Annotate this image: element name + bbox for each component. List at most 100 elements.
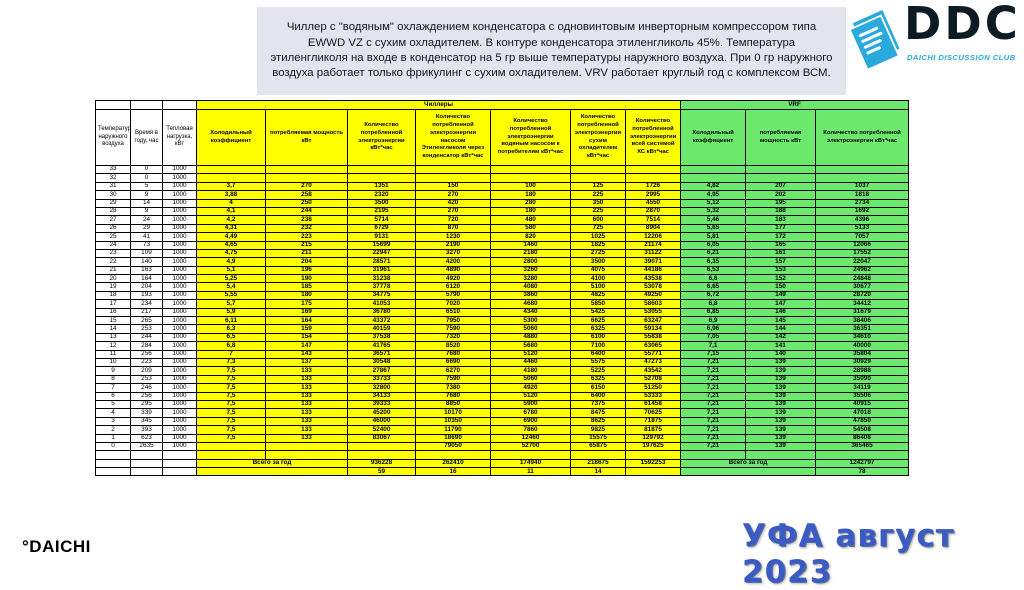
column-header: Холодильный коэффициент — [680, 109, 747, 166]
data-cell: 133 — [265, 374, 348, 385]
vrf-total-label: Всего за год — [680, 458, 817, 469]
data-cell: 109 — [130, 248, 163, 259]
table-row: 31 5 1000 3,7 270 1351 150 100 125 1726 4,82 207 103… — [95, 181, 910, 192]
data-cell: 6,35 — [680, 257, 747, 267]
data-cell: 8904 — [624, 223, 682, 234]
data-cell: 5133 — [815, 223, 910, 234]
table-row: 3 345 1000 7,5 133 46000 10350 6900 8625 71875 7,2… — [95, 416, 910, 427]
data-cell: 7680 — [415, 391, 491, 401]
data-cell: 47018 — [815, 408, 910, 418]
data-cell: 1000 — [162, 399, 197, 410]
data-cell: 36351 — [815, 324, 910, 334]
data-cell: 70625 — [624, 408, 682, 418]
data-cell: 41053 — [347, 299, 416, 309]
data-cell: 8850 — [415, 399, 491, 410]
data-cell: 142 — [745, 332, 817, 343]
data-cell: 19 — [95, 282, 131, 292]
data-cell: 1000 — [162, 206, 197, 217]
data-cell: 37538 — [347, 332, 416, 343]
spacer-cell — [196, 450, 266, 460]
data-cell: 10 — [95, 357, 131, 368]
data-cell: 1692 — [815, 206, 910, 217]
data-cell: 10350 — [415, 416, 491, 427]
data-cell: 22047 — [815, 257, 910, 267]
data-cell: 133 — [265, 433, 348, 443]
data-cell: 5060 — [490, 374, 571, 385]
vrf-group-header: VRF — [680, 100, 910, 110]
data-cell: 11 — [95, 349, 131, 360]
data-cell — [347, 441, 416, 452]
data-cell: 1000 — [162, 391, 197, 401]
data-cell: 2635 — [130, 441, 163, 452]
data-cell: 5790 — [415, 290, 491, 301]
data-cell: 6,65 — [680, 282, 747, 292]
table-row: 24 73 1000 4,65 215 15699 2190 1460 1825 21174 6,0… — [95, 240, 910, 250]
data-cell: 5,25 — [196, 274, 266, 284]
data-cell: 33733 — [347, 374, 416, 385]
data-cell: 3270 — [415, 248, 491, 259]
data-cell: 725 — [570, 223, 626, 234]
data-cell: 1000 — [162, 341, 197, 351]
data-cell: 623 — [130, 433, 163, 443]
column-header: Тепловая нагрузка, кВт — [162, 109, 197, 166]
data-cell: 1000 — [162, 198, 197, 208]
data-cell: 7,5 — [196, 391, 266, 401]
table-row: 6 256 1000 7,5 133 34133 7680 5120 6400 53333 7,21… — [95, 391, 910, 401]
data-cell: 270 — [415, 206, 491, 217]
spacer-cell — [95, 450, 131, 460]
table-row: 29 14 1000 4 250 3500 420 280 350 4550 5,12 195 2734 — [95, 198, 910, 208]
data-cell: 4825 — [570, 290, 626, 301]
data-cell: 270 — [265, 181, 348, 192]
data-cell: 28 — [95, 206, 131, 217]
data-cell: 4460 — [490, 357, 571, 368]
data-cell: 5,7 — [196, 299, 266, 309]
data-cell: 59134 — [624, 324, 682, 334]
data-cell: 6510 — [415, 307, 491, 318]
data-cell: 73 — [130, 240, 163, 250]
table-row: 9 209 1000 7,5 133 27867 6270 4180 5225 43542 7,21… — [95, 366, 910, 376]
data-cell: 7,5 — [196, 408, 266, 418]
data-cell: 480 — [490, 215, 571, 225]
data-cell: 1000 — [162, 257, 197, 267]
table-row: 11 256 1000 7 143 36571 7680 5120 6400 55771 7,15 1… — [95, 349, 910, 360]
data-cell: 4,82 — [680, 181, 747, 192]
data-cell — [196, 164, 266, 175]
data-cell: 7,21 — [680, 433, 747, 443]
data-cell: 46000 — [347, 416, 416, 427]
data-cell: 253 — [130, 374, 163, 385]
data-cell: 7,21 — [680, 374, 747, 385]
data-cell: 223 — [265, 232, 348, 242]
data-cell: 24 — [130, 215, 163, 225]
spacer-cell — [680, 450, 747, 460]
data-cell: 53055 — [624, 307, 682, 318]
data-cell: 2320 — [347, 190, 416, 200]
data-cell: 5850 — [570, 299, 626, 309]
data-cell: 40915 — [815, 399, 910, 410]
data-cell: 5100 — [570, 282, 626, 292]
data-cell: 7,21 — [680, 425, 747, 435]
data-cell: 28720 — [815, 290, 910, 301]
data-cell: 15 — [95, 316, 131, 326]
data-cell: 5575 — [570, 357, 626, 368]
data-cell: 5225 — [570, 366, 626, 376]
data-cell: 211 — [265, 248, 348, 259]
data-cell: 6729 — [347, 223, 416, 234]
table-row: 10 223 1000 7,3 137 30548 6690 4460 5575 47273 7,2… — [95, 357, 910, 368]
data-cell: 25 — [95, 232, 131, 242]
data-cell: 215 — [265, 240, 348, 250]
data-cell: 1000 — [162, 332, 197, 343]
data-cell: 180 — [490, 190, 571, 200]
data-cell: 149 — [745, 290, 817, 301]
data-cell: 2800 — [490, 257, 571, 267]
data-cell: 820 — [490, 232, 571, 242]
data-cell: 43542 — [624, 366, 682, 376]
data-cell: 1230 — [415, 232, 491, 242]
data-cell: 143 — [265, 349, 348, 360]
data-cell: 7860 — [490, 425, 571, 435]
data-cell: 183 — [745, 215, 817, 225]
data-cell: 28988 — [815, 366, 910, 376]
data-cell: 180 — [265, 290, 348, 301]
data-cell: 339 — [130, 408, 163, 418]
data-cell: 139 — [745, 408, 817, 418]
spacer-cell — [415, 450, 491, 460]
